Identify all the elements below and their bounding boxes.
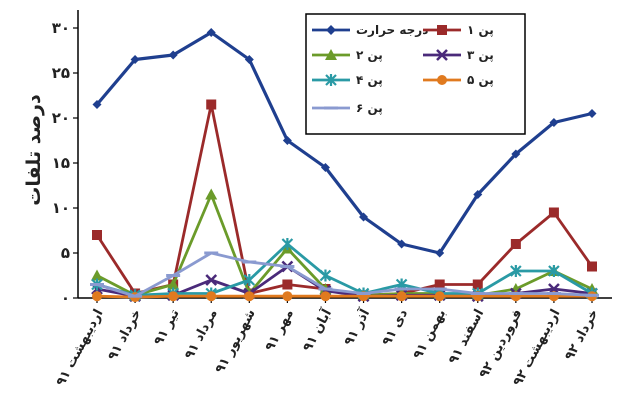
data-point	[206, 28, 216, 37]
y-tick-label: ۱۵	[52, 154, 70, 172]
data-point	[437, 75, 447, 85]
data-point	[282, 291, 293, 302]
legend-box	[305, 13, 526, 135]
data-point	[434, 279, 445, 290]
x-tick-label: شهریور ۹۱	[213, 307, 259, 376]
data-point	[548, 265, 560, 277]
data-point	[168, 291, 179, 302]
x-tick-label: بهمن ۹۱	[410, 307, 449, 362]
data-point	[587, 109, 597, 118]
x-tick-label: تیر ۹۱	[151, 307, 182, 348]
series-1	[92, 28, 597, 258]
data-point	[91, 269, 103, 281]
data-point	[92, 100, 102, 109]
series-line	[95, 30, 593, 255]
legend-entry-5: پن ۴	[312, 73, 383, 87]
x-tick-label: اسفند ۹۱	[446, 307, 487, 367]
data-point	[510, 239, 521, 249]
data-point	[437, 25, 447, 35]
data-point	[359, 212, 369, 222]
y-tick-label: ۱۰	[52, 199, 70, 217]
x-tick-label: اردیبهشت ۹۱	[53, 307, 106, 389]
x-tick-label: مرداد ۹۱	[182, 307, 221, 362]
y-tick-label: ۳۰	[52, 19, 70, 37]
y-tick-label: ۵	[61, 244, 70, 262]
legend-entry-1: درجه حرارت	[312, 23, 428, 37]
data-point	[243, 274, 256, 286]
data-point	[206, 291, 217, 302]
series-line	[96, 294, 592, 299]
data-point	[244, 55, 254, 64]
data-point	[206, 99, 217, 110]
legend-entry-6: پن ۵	[423, 73, 494, 87]
data-point	[205, 188, 218, 200]
x-tick-label: دی ۹۱	[380, 307, 412, 349]
legend-label: پن ۳	[467, 48, 494, 62]
series-7	[90, 251, 599, 298]
data-point	[281, 238, 294, 250]
series-line	[96, 242, 593, 297]
series-6	[92, 291, 597, 303]
data-point	[396, 291, 407, 302]
y-axis-label: درصد تلفات	[23, 94, 45, 206]
data-point	[326, 25, 336, 35]
x-tick-label: مهر ۹۱	[262, 307, 296, 354]
data-point	[167, 278, 180, 290]
data-point	[587, 261, 597, 272]
data-point	[130, 55, 140, 64]
data-point	[325, 49, 337, 60]
y-tick-label: ۲۰	[52, 109, 70, 127]
data-point	[435, 248, 445, 258]
data-point	[549, 118, 559, 127]
y-tick-label: ۰	[61, 289, 70, 307]
y-tick-label: ۲۵	[52, 64, 70, 82]
x-tick-label: خرداد ۹۲	[562, 307, 601, 363]
legend-entry-3: پن ۲	[312, 48, 383, 62]
x-tick-label: خرداد ۹۱	[105, 307, 144, 363]
data-point	[472, 279, 483, 290]
data-point	[434, 291, 445, 302]
series-layer	[90, 28, 599, 303]
legend-entry-7: پن ۶	[312, 101, 383, 115]
legend-label: پن ۴	[356, 73, 383, 87]
legend-label: پن ۵	[467, 73, 494, 87]
data-point	[205, 274, 218, 286]
data-point	[473, 190, 483, 199]
data-point	[92, 230, 102, 240]
legend-label: پن ۲	[356, 48, 383, 62]
x-tick-label: آبان ۹۱	[299, 305, 336, 354]
legend-entry-4: پن ۳	[423, 48, 494, 62]
data-point	[397, 239, 407, 249]
data-point	[168, 50, 178, 60]
data-point	[92, 291, 102, 302]
data-point	[244, 291, 255, 302]
legend-entry-2: پن ۱	[423, 23, 494, 37]
data-point	[510, 265, 522, 277]
data-point	[325, 74, 337, 86]
x-tick-label: آذر ۹۱	[340, 305, 374, 348]
data-point	[319, 269, 332, 282]
legend-label: پن ۱	[467, 23, 494, 37]
data-point	[436, 49, 448, 61]
legend-label: پن ۶	[356, 101, 383, 115]
data-point	[548, 207, 559, 218]
legend-label: درجه حرارت	[356, 23, 428, 37]
data-point	[282, 279, 293, 290]
data-point	[320, 291, 331, 302]
data-point	[320, 163, 330, 172]
legend: درجه حرارت پن ۱ پن ۲ پن ۳ پن ۴ پن ۵ پن ۶	[305, 13, 526, 135]
data-point	[511, 149, 521, 159]
data-point	[282, 136, 292, 145]
